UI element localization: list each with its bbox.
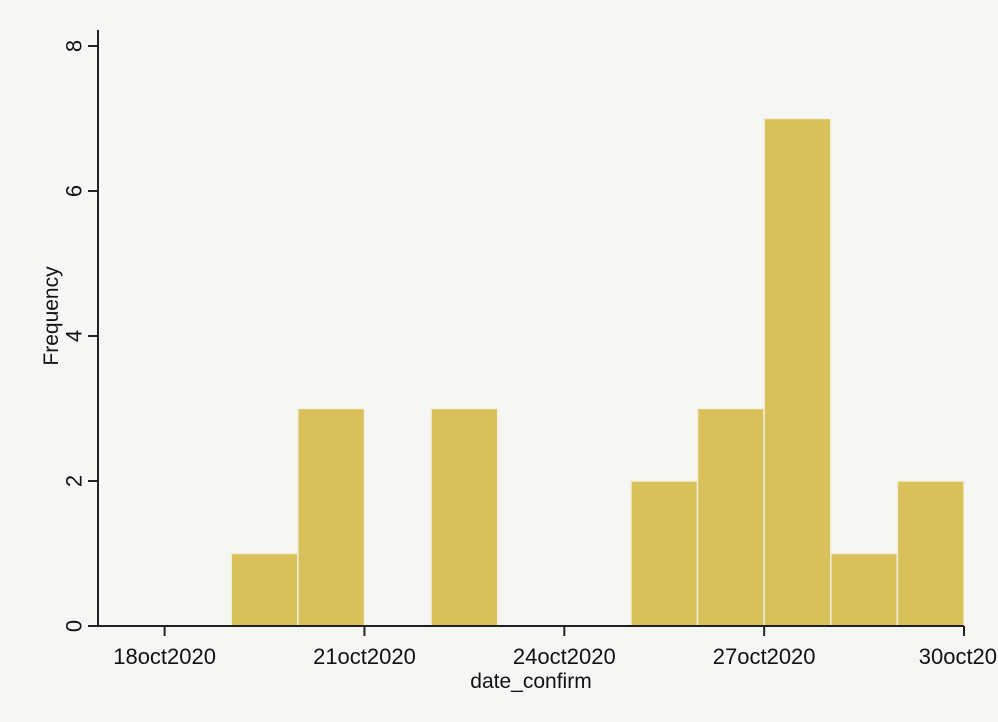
- y-ticks-layer: 0 2 4 6 8: [62, 40, 98, 632]
- histogram-bar-6: [630, 480, 699, 627]
- x-axis-title: date_confirm: [470, 670, 591, 693]
- histogram-bar-3: [430, 407, 499, 627]
- x-tick-label-4: 30oct202: [919, 644, 998, 669]
- x-tick-label-2: 24oct2020: [513, 644, 616, 669]
- histogram-bar-8: [763, 117, 832, 627]
- histogram-bar-0: [230, 552, 299, 627]
- y-tick-label-0: 0: [62, 620, 87, 632]
- y-tick-label-4: 8: [62, 40, 87, 52]
- y-tick-label-2: 4: [62, 330, 87, 342]
- bars-layer: [230, 117, 965, 627]
- histogram-bar-9: [830, 552, 899, 627]
- y-tick-label-1: 2: [62, 475, 87, 487]
- histogram-bar-10: [896, 480, 965, 627]
- x-tick-label-1: 21oct2020: [313, 644, 416, 669]
- x-tick-label-0: 18oct2020: [113, 644, 216, 669]
- x-tick-label-3: 27oct2020: [713, 644, 816, 669]
- x-ticks-layer: 18oct2020 21oct2020 24oct2020 27oct2020 30oc…: [113, 626, 998, 669]
- histogram-bar-7: [696, 407, 765, 627]
- y-axis-title: Frequency: [40, 266, 63, 366]
- y-tick-label-3: 6: [62, 185, 87, 197]
- histogram-bar-1: [297, 407, 366, 627]
